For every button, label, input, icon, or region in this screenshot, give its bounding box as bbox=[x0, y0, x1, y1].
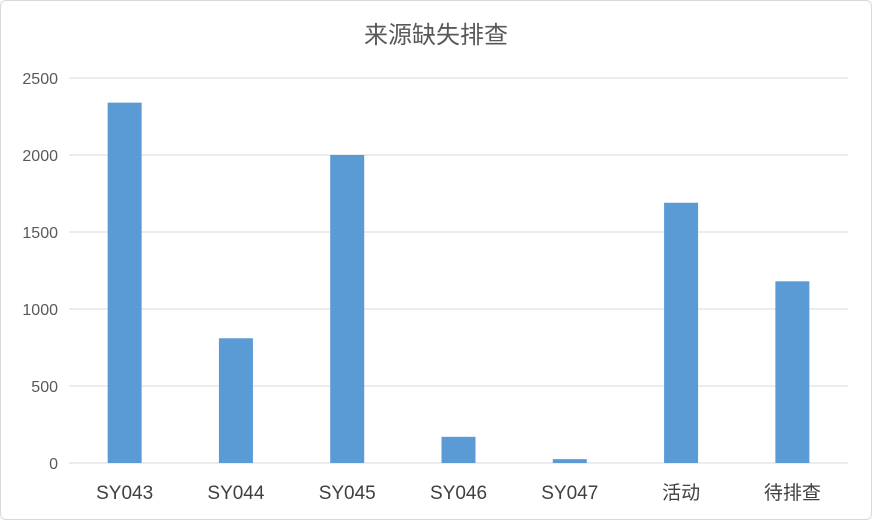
gridlines bbox=[69, 77, 848, 464]
bar bbox=[107, 102, 142, 463]
bar bbox=[775, 281, 810, 463]
y-tick-label: 0 bbox=[49, 456, 58, 473]
y-axis: 0 500 1000 1500 2000 2500 bbox=[22, 71, 58, 473]
bar bbox=[664, 202, 699, 464]
x-tick-label: SY044 bbox=[207, 483, 264, 504]
bar bbox=[218, 338, 253, 463]
y-tick-label: 1000 bbox=[22, 302, 58, 319]
bars bbox=[107, 102, 810, 464]
y-tick-label: 1500 bbox=[22, 225, 58, 242]
y-tick-label: 2000 bbox=[22, 148, 58, 165]
bar bbox=[330, 155, 365, 463]
x-tick-label: SY047 bbox=[541, 483, 598, 504]
bar bbox=[441, 436, 476, 463]
x-axis: SY043 SY044 SY045 SY046 SY047 活动 待排查 bbox=[96, 482, 821, 504]
x-tick-label: 活动 bbox=[662, 482, 700, 504]
bar bbox=[552, 459, 587, 463]
chart-title: 来源缺失排查 bbox=[364, 21, 508, 49]
x-tick-label: SY043 bbox=[96, 483, 153, 504]
y-tick-label: 500 bbox=[31, 379, 58, 396]
x-tick-label: SY046 bbox=[430, 483, 487, 504]
x-tick-label: SY045 bbox=[319, 483, 376, 504]
y-tick-label: 2500 bbox=[22, 71, 58, 88]
x-tick-label: 待排查 bbox=[764, 482, 821, 504]
